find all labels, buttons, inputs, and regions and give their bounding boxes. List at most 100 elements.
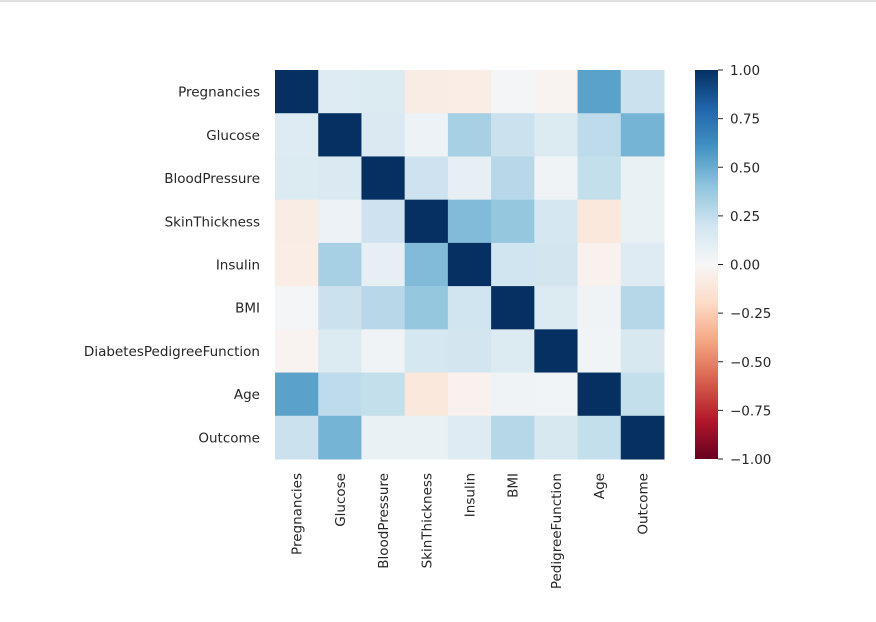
heatmap-cell [275,113,319,157]
colorbar-tick-label: 0.75 [730,112,760,128]
column-label: DiabetesPedigreeFunction [549,473,565,622]
heatmap-cell [447,242,492,287]
heatmap-cell [534,329,579,374]
heatmap-cell [318,199,362,244]
heatmap-cell [491,372,535,417]
colorbar-tick-label: 0.50 [730,160,760,176]
heatmap-cell [361,199,406,244]
column-label: Pregnancies [290,473,306,555]
heatmap-cell [275,286,319,330]
heatmap-cell [577,199,622,244]
heatmap-cell [361,156,406,201]
heatmap-cell [361,329,406,374]
heatmap-cell [577,415,622,460]
heatmap-cell [404,242,449,287]
heatmap-cell [361,372,406,417]
heatmap-cell [318,329,362,374]
heatmap-cell [534,286,579,330]
heatmap-cell [275,242,319,287]
column-label: SkinThickness [419,473,435,568]
column-label: Outcome [635,473,651,535]
heatmap-cell [447,113,492,157]
heatmap-cell [577,329,622,374]
heatmap-cell [404,70,449,114]
heatmap-cell [620,199,665,244]
row-label: BMI [235,301,260,317]
heatmap-cell [447,286,492,330]
heatmap-cell [491,329,535,374]
heatmap-cell [620,286,665,330]
heatmap-cell [275,199,319,244]
row-label: Insulin [216,258,260,274]
column-label: Age [592,473,608,499]
colorbar-tick-label: −0.75 [730,403,771,419]
column-label: BloodPressure [376,473,392,569]
colorbar-tick-label: −0.25 [730,306,771,322]
heatmap-cell [534,372,579,417]
row-label: Outcome [198,430,260,446]
colorbar-tick-label: −0.50 [730,355,771,371]
heatmap-cell [318,415,362,460]
heatmap-cell [361,415,406,460]
column-label: Glucose [333,473,349,527]
heatmap-cell [620,415,665,460]
heatmap-cell [577,156,622,201]
heatmap-cell [577,372,622,417]
heatmap-cell [275,156,319,201]
heatmap-cells [275,70,665,460]
heatmap-cell [318,70,362,114]
row-label: BloodPressure [164,171,260,187]
heatmap-cell [491,415,535,460]
heatmap-cell [491,113,535,157]
heatmap-cell [491,199,535,244]
colorbar-tick-label: 0.25 [730,209,760,225]
heatmap-cell [318,242,362,287]
heatmap-cell [318,372,362,417]
column-label: Insulin [463,473,479,517]
heatmap-cell [404,286,449,330]
heatmap-cell [620,242,665,287]
heatmap-cell [404,199,449,244]
heatmap-cell [491,70,535,114]
row-label: Glucose [206,128,260,144]
heatmap-cell [404,329,449,374]
heatmap-cell [404,156,449,201]
heatmap-cell [447,70,492,114]
heatmap-cell [534,156,579,201]
heatmap-cell [447,415,492,460]
heatmap-cell [577,286,622,330]
column-labels: Pregnancies Glucose BloodPressure SkinThick… [290,473,652,622]
heatmap-cell [318,286,362,330]
heatmap-cell [534,242,579,287]
row-label: DiabetesPedigreeFunction [84,344,260,360]
heatmap-cell [275,415,319,460]
heatmap-cell [491,156,535,201]
heatmap-cell [404,415,449,460]
heatmap-cell [275,70,319,114]
heatmap-cell [534,199,579,244]
heatmap-cell [577,113,622,157]
heatmap-cell [404,113,449,157]
heatmap-cell [318,113,362,157]
heatmap-cell [620,156,665,201]
heatmap-cell [361,70,406,114]
heatmap-cell [577,242,622,287]
heatmap-cell [491,286,535,330]
colorbar-tick-label: 0.00 [730,258,760,274]
heatmap-cell [534,415,579,460]
colorbar-tick-label: −1.00 [730,452,771,468]
heatmap-cell [447,199,492,244]
colorbar-tick-label: 1.00 [730,63,760,79]
heatmap-cell [275,372,319,417]
heatmap-cell [620,372,665,417]
heatmap-cell [447,156,492,201]
row-labels: Pregnancies Glucose BloodPressure SkinThick… [84,85,260,447]
heatmap-cell [361,113,406,157]
heatmap-cell [361,242,406,287]
heatmap-cell [275,329,319,374]
colorbar-ticks: 1.00 0.75 0.50 0.25 0.00 −0.25 −0.50 −0.75 −1.00 [718,63,771,468]
window-top-border [0,0,876,2]
heatmap-cell [620,113,665,157]
heatmap-cell [534,113,579,157]
